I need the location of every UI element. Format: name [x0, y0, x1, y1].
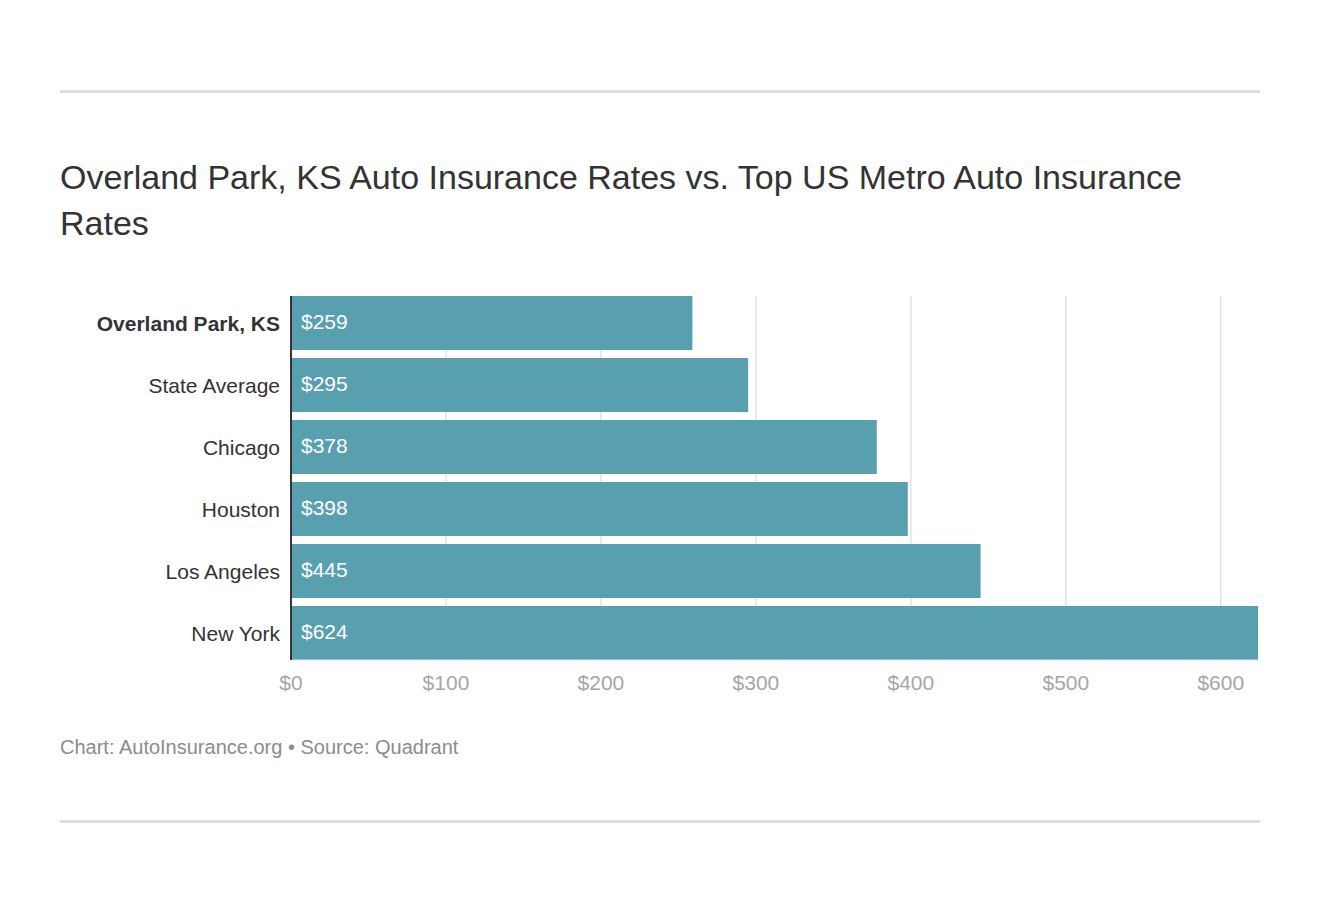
data-label: $259: [301, 310, 348, 333]
grid-line: [600, 296, 602, 660]
grid-line: [1065, 296, 1067, 660]
tick-label: $400: [888, 671, 935, 694]
category-label: State Average: [148, 374, 280, 397]
data-label: $295: [301, 372, 348, 395]
data-label: $378: [301, 434, 348, 457]
bar: [291, 606, 1258, 660]
bar: [291, 358, 748, 412]
chart: $0 $100 $200 $300 $400 $500 $600 Overland Park,…: [0, 0, 1320, 902]
x-axis-line: [291, 660, 1258, 661]
bars: [291, 296, 1258, 660]
grid-line: [910, 296, 912, 660]
bottom-rule: [60, 820, 1260, 823]
data-label: $398: [301, 496, 348, 519]
page: {"chart_data": {"type": "bar", "orientat…: [0, 0, 1320, 902]
grid-line: [445, 296, 447, 660]
category-label: Overland Park, KS: [97, 312, 280, 335]
category-label: New York: [191, 622, 280, 645]
tick-label: $300: [733, 671, 780, 694]
tick-label: $500: [1042, 671, 1089, 694]
category-label: Houston: [202, 498, 280, 521]
data-label: $445: [301, 558, 348, 581]
category-label: Los Angeles: [166, 560, 280, 583]
bar: [291, 482, 908, 536]
bar: [291, 544, 981, 598]
grid-line: [755, 296, 757, 660]
source: Chart: AutoInsurance.org • Source: Quadr…: [60, 736, 459, 758]
tick-label: $0: [279, 671, 302, 694]
tick-label: $200: [578, 671, 625, 694]
tick-label: $600: [1197, 671, 1244, 694]
top-rule: [60, 90, 1260, 93]
category-label: Chicago: [203, 436, 280, 459]
bar: [291, 420, 877, 474]
y-axis-line: [290, 296, 292, 660]
bar: [291, 296, 692, 350]
grid-line: [1220, 296, 1222, 660]
title: Overland Park, KS Auto Insurance Rates v…: [60, 154, 1260, 246]
tick-label: $100: [423, 671, 470, 694]
data-label: $624: [301, 620, 348, 643]
